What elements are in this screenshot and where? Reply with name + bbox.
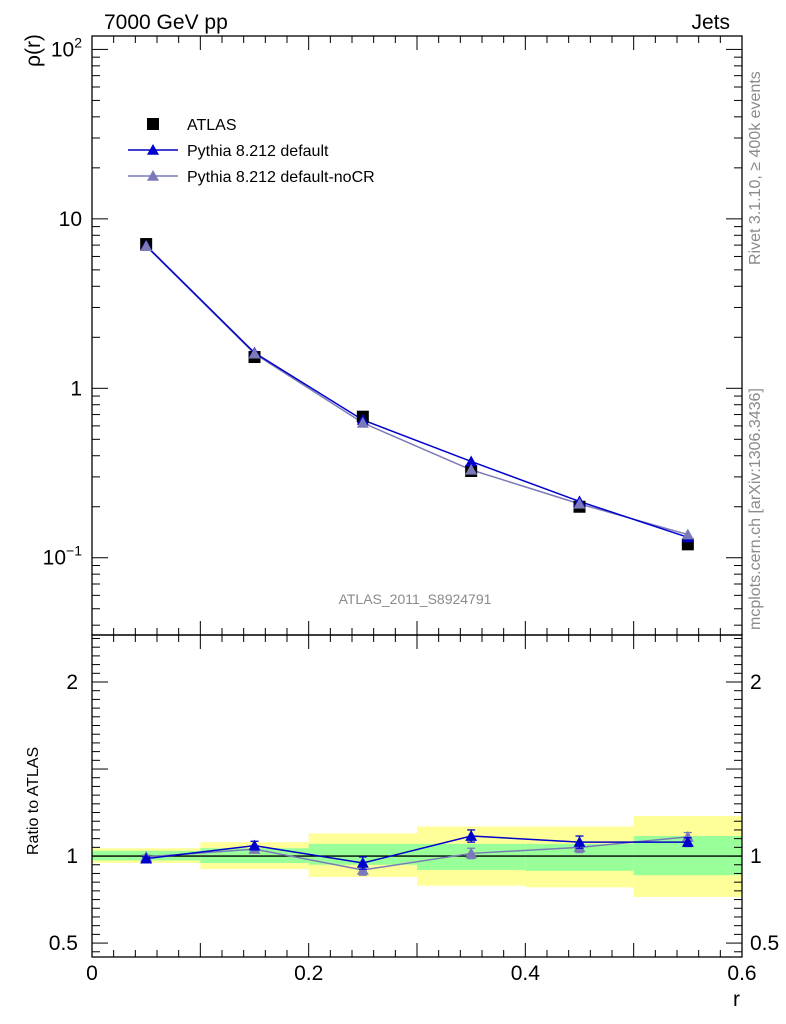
header-left: 7000 GeV pp: [104, 11, 228, 34]
x-axis-label: r: [733, 988, 740, 1011]
legend-label-0: ATLAS: [187, 117, 237, 134]
ratio-point-default-3: [465, 830, 478, 841]
ratio-ytick-label-right-2: 2: [750, 671, 762, 694]
main-ylabel: ρ(r): [22, 34, 45, 67]
ratio-point-default-2: [356, 857, 369, 868]
main-point-nocr-0: [140, 240, 153, 251]
x-tick-label-0: 0: [86, 962, 98, 985]
ratio-point-default-1: [248, 839, 261, 851]
main-ytick-label-0: 10−1: [43, 543, 83, 570]
ratio-point-nocr-3: [465, 847, 478, 859]
main-ytick-label-2: 10: [59, 208, 82, 231]
ratio-point-default-4: [573, 836, 586, 847]
main-point-nocr-4: [573, 497, 586, 509]
main-point-default-3: [465, 455, 478, 467]
ratio-line-nocr: [146, 836, 688, 871]
main-point-nocr-3: [465, 463, 478, 475]
tick-labels: 10−1 1 10 102 0.5 0.5 1 1 2 2 0 0.2 0.4 0.6: [43, 34, 780, 985]
main-point-nocr-5: [681, 528, 694, 540]
legend-marker-default: [147, 144, 159, 155]
band-inner-2: [308, 843, 417, 865]
analysis-label: ATLAS_2011_S8924791: [339, 591, 492, 607]
ratio-ytick-label-right-1: 1: [750, 845, 762, 868]
main-point-nocr-2: [356, 416, 369, 428]
x-tick-label-2: 0.4: [511, 962, 541, 985]
legend-marker-atlas: [147, 118, 159, 130]
main-line-default: [145, 245, 689, 539]
rivet-label: Rivet 3.1.10, ≥ 400k events: [747, 71, 764, 265]
main-ytick-label-3: 102: [51, 34, 82, 61]
ratio-point-default-5: [681, 836, 694, 847]
main-line-nocr: [145, 245, 689, 536]
x-tick-label-1: 0.2: [294, 962, 323, 985]
ratio-ytick-label-right-0: 0.5: [750, 932, 779, 955]
main-point-nocr-1: [248, 347, 261, 359]
ratio-uncertainty-bands: [92, 816, 742, 897]
ratio-point-default-0: [140, 852, 153, 864]
ratio-ytick-label-left-0: 0.5: [49, 932, 78, 955]
legend-label-1: Pythia 8.212 default: [187, 143, 329, 160]
mcplots-label: mcplots.cern.ch [arXiv:1306.3436]: [747, 388, 764, 630]
ratio-line-default: [146, 835, 688, 864]
ratio-plot-frame: [91, 634, 743, 958]
x-tick-label-3: 0.6: [727, 962, 756, 985]
axis-ticks: [91, 36, 743, 957]
ratio-ytick-label-left-2: 2: [66, 671, 78, 694]
main-ytick-label-1: 1: [70, 377, 82, 400]
data-series: [140, 238, 694, 876]
header-right: Jets: [691, 11, 730, 34]
ratio-ylabel: Ratio to ATLAS: [25, 747, 42, 855]
legend: ATLAS Pythia 8.212 default Pythia 8.212 de…: [128, 117, 375, 186]
legend-marker-nocr: [147, 170, 159, 181]
legend-label-2: Pythia 8.212 default-noCR: [187, 169, 375, 186]
ratio-ytick-label-left-1: 1: [66, 845, 78, 868]
